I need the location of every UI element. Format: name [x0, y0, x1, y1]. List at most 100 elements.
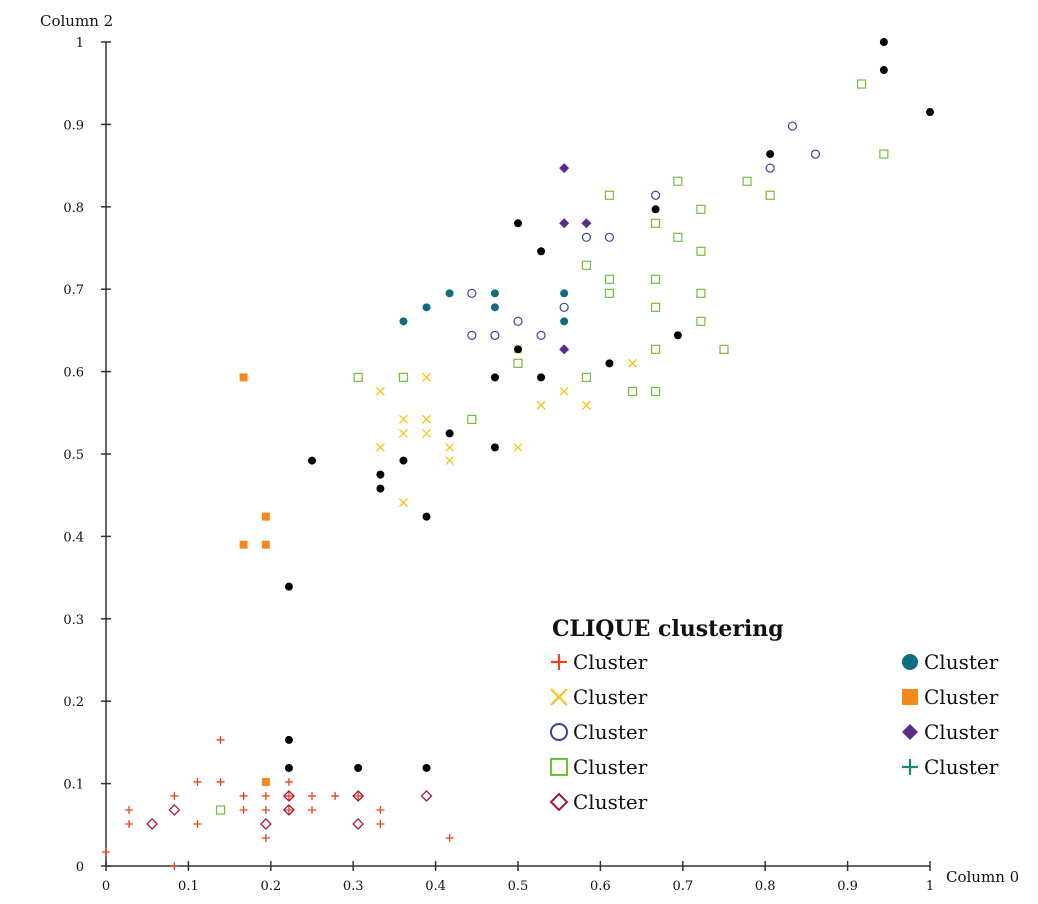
- legend-label: Cluster: [573, 755, 648, 779]
- data-points: [102, 38, 934, 870]
- legend-item: Cluster: [549, 790, 648, 814]
- y-tick-label: 0.6: [63, 366, 84, 381]
- data-point: [651, 218, 661, 228]
- data-point: [810, 149, 821, 159]
- data-point: [490, 303, 499, 312]
- noise-point: [651, 205, 660, 214]
- legend-item: Cluster: [550, 720, 648, 744]
- data-point: [490, 289, 499, 298]
- data-point: [308, 791, 316, 800]
- data-point: [742, 176, 752, 186]
- data-point: [581, 372, 591, 382]
- data-point: [399, 428, 408, 438]
- y-tick-label: 0.8: [63, 201, 84, 216]
- data-point: [696, 204, 706, 214]
- noise-point: [490, 373, 499, 382]
- legend-item: Cluster: [550, 685, 648, 709]
- data-point: [170, 862, 179, 870]
- noise-point: [879, 66, 888, 75]
- data-point: [352, 818, 365, 830]
- series-8: [559, 163, 592, 355]
- data-point: [354, 791, 363, 800]
- data-point: [239, 805, 248, 814]
- data-point: [719, 344, 729, 354]
- noise-points: [284, 38, 934, 772]
- y-tick-label: 0.1: [63, 778, 84, 793]
- data-point: [283, 790, 295, 802]
- noise-point: [445, 429, 454, 438]
- data-point: [193, 777, 202, 786]
- data-point: [628, 358, 637, 368]
- data-point: [513, 358, 523, 368]
- legend-marker: [902, 654, 918, 670]
- data-point: [765, 163, 775, 173]
- data-point: [331, 791, 340, 800]
- data-point: [559, 218, 570, 229]
- legend-title: CLIQUE clustering: [552, 616, 784, 642]
- y-tick-label: 0.2: [63, 695, 84, 710]
- x-tick-label: 0.2: [260, 879, 281, 894]
- data-point: [261, 540, 270, 549]
- legend-item: Cluster: [902, 650, 999, 674]
- noise-point: [605, 359, 614, 368]
- data-point: [353, 372, 363, 382]
- series-5: [146, 790, 433, 830]
- data-point: [239, 791, 248, 800]
- data-point: [651, 190, 661, 200]
- legend-marker: [550, 758, 568, 776]
- data-point: [879, 149, 889, 159]
- data-point: [215, 805, 226, 815]
- x-tick-label: 0.1: [178, 879, 199, 894]
- data-point: [422, 303, 431, 312]
- data-point: [422, 372, 431, 382]
- noise-point: [422, 512, 431, 521]
- data-point: [651, 344, 661, 354]
- x-tick-label: 0: [102, 879, 110, 894]
- legend-marker: [902, 724, 918, 740]
- data-point: [513, 316, 523, 326]
- x-tick-label: 0.7: [672, 879, 693, 894]
- y-tick-label: 0.3: [63, 613, 84, 628]
- data-point: [125, 819, 134, 828]
- data-point: [284, 805, 293, 814]
- data-point: [102, 847, 110, 856]
- legend-label: Cluster: [573, 790, 648, 814]
- data-point: [581, 400, 591, 410]
- legend-label: Cluster: [573, 720, 648, 744]
- data-point: [261, 833, 270, 842]
- noise-point: [537, 373, 546, 382]
- noise-point: [766, 150, 775, 159]
- data-point: [422, 414, 431, 424]
- data-point: [787, 121, 797, 131]
- data-point: [445, 289, 454, 298]
- data-point: [627, 386, 638, 396]
- data-point: [696, 288, 706, 298]
- data-point: [581, 218, 592, 229]
- series-7: [239, 373, 270, 786]
- legend-item: Cluster: [902, 685, 999, 709]
- x-tick-label: 0.8: [755, 879, 776, 894]
- data-point: [216, 735, 225, 744]
- data-point: [536, 330, 546, 340]
- legend-item: Cluster: [902, 720, 999, 744]
- data-point: [283, 804, 295, 816]
- data-point: [560, 289, 569, 298]
- data-point: [216, 777, 225, 786]
- data-point: [559, 386, 569, 396]
- data-point: [651, 302, 661, 312]
- data-point: [375, 442, 385, 452]
- noise-point: [284, 763, 293, 772]
- data-point: [261, 777, 270, 786]
- data-point: [284, 791, 293, 800]
- x-tick-label: 1: [926, 879, 934, 894]
- noise-point: [422, 763, 431, 772]
- data-point: [261, 512, 270, 521]
- data-point: [420, 790, 433, 802]
- x-tick-label: 0.4: [425, 879, 446, 894]
- data-point: [604, 274, 615, 284]
- data-point: [696, 246, 706, 256]
- data-point: [125, 805, 134, 814]
- noise-point: [376, 484, 385, 493]
- data-point: [399, 414, 408, 424]
